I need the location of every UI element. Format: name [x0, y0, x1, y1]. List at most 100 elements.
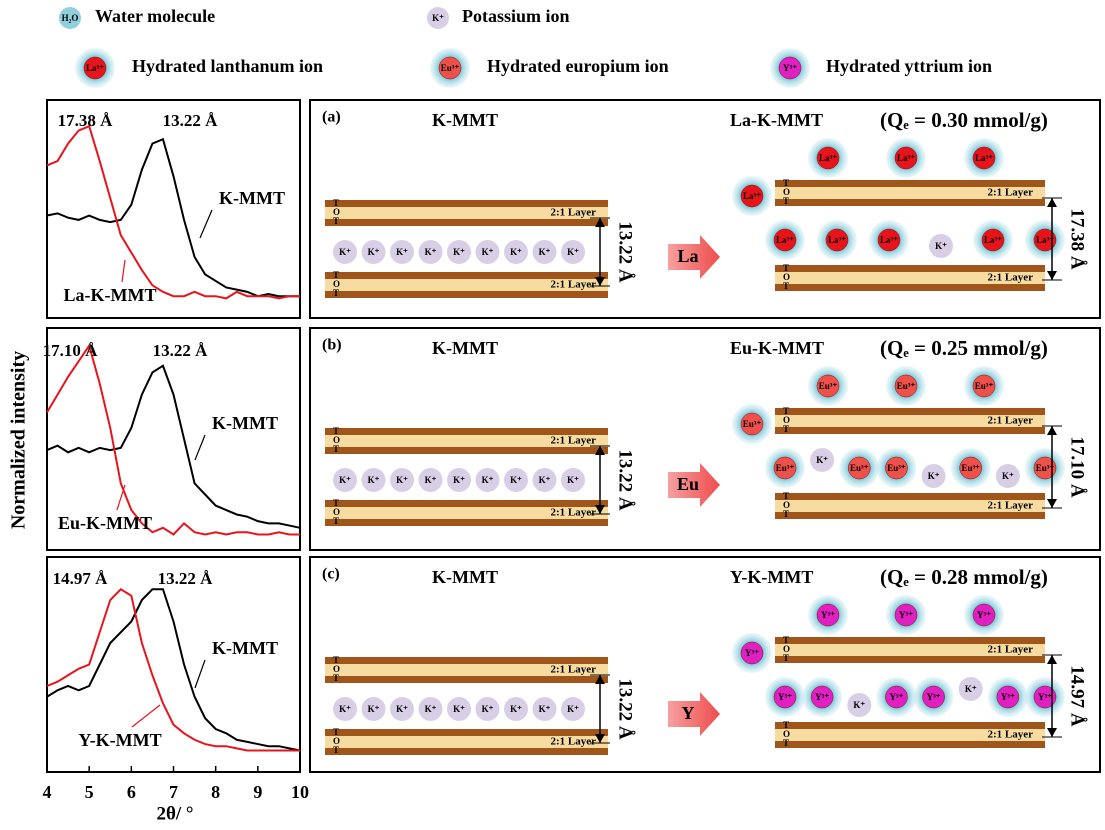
layer-sheet-label: T [333, 516, 339, 526]
layer-sheet-label: T [783, 281, 789, 291]
xrd-curve [47, 366, 300, 528]
panel-label: (a) [322, 109, 341, 126]
layer-tetra [325, 748, 608, 755]
layer-name: 2:1 Layer [987, 415, 1033, 427]
series-label: Eu-K-MMT [58, 513, 152, 533]
layer-name: 2:1 Layer [550, 736, 596, 748]
leader-line [117, 485, 125, 510]
layer-tetra [775, 656, 1045, 663]
x-axis-label: 2θ/ ° [156, 803, 193, 824]
ion-label: K⁺ [453, 475, 465, 485]
ion-label: Eu³⁺ [850, 463, 869, 473]
peak-label: 13.22 Å [158, 569, 214, 588]
xrd-curve [47, 589, 300, 750]
peak-label: 14.97 Å [53, 569, 109, 588]
ion-label: K⁺ [1002, 471, 1014, 481]
ion-label: K⁺ [339, 704, 351, 714]
layer-name: 2:1 Layer [987, 644, 1033, 656]
ion-label: K⁺ [928, 471, 940, 481]
ion-label: Y³⁺ [927, 692, 941, 702]
layer-name: 2:1 Layer [987, 500, 1033, 512]
peak-label: 13.22 Å [163, 111, 219, 130]
capacity: (Qₑ = 0.30 mmol/g) [880, 108, 1048, 132]
legend-icon-label: K⁺ [432, 13, 444, 23]
arrow-head [1047, 426, 1057, 435]
layer-sheet-label: T [333, 673, 339, 683]
ion-label: K⁺ [816, 455, 828, 465]
ion-label: K⁺ [567, 475, 579, 485]
panel-label: (b) [322, 337, 342, 354]
layer-sheet-label: T [333, 288, 339, 298]
series-label: K-MMT [212, 638, 278, 658]
layer-sheet-label: T [333, 216, 339, 226]
layer-sheet-label: T [783, 509, 789, 519]
ion-label: K⁺ [425, 247, 437, 257]
ion-label: Eu³⁺ [743, 419, 762, 429]
arrow-head [1047, 728, 1057, 737]
legend-label: Hydrated lanthanum ion [132, 56, 323, 76]
layer-tetra [325, 519, 608, 526]
ion-label: Y³⁺ [821, 610, 835, 620]
ion-label: La³⁺ [984, 235, 1002, 245]
ion-label: La³⁺ [828, 235, 846, 245]
layer-sheet-label: T [333, 444, 339, 454]
layer-tetra [775, 512, 1045, 519]
reaction-label: La [677, 246, 698, 266]
panel-left-title: K-MMT [432, 567, 498, 587]
ion-label: K⁺ [368, 247, 380, 257]
ion-label: K⁺ [510, 475, 522, 485]
leader-line [122, 260, 125, 282]
layer-name: 2:1 Layer [550, 507, 596, 519]
ion-label: Y³⁺ [1038, 692, 1052, 702]
ion-label: K⁺ [510, 704, 522, 714]
layer-name: 2:1 Layer [550, 664, 596, 676]
ion-label: K⁺ [396, 704, 408, 714]
ion-label: K⁺ [567, 704, 579, 714]
layer-tetra [775, 284, 1045, 291]
ion-label: Y³⁺ [778, 692, 792, 702]
ion-label: K⁺ [965, 684, 977, 694]
arrow-head [1047, 499, 1057, 508]
x-tick-label: 10 [291, 782, 309, 802]
reaction-label: Eu [677, 474, 699, 494]
capacity: (Qₑ = 0.28 mmol/g) [880, 565, 1048, 589]
peak-label: 17.10 Å [43, 341, 99, 360]
arrow-head [1047, 655, 1057, 664]
ion-label: K⁺ [853, 700, 865, 710]
ion-label: K⁺ [482, 475, 494, 485]
layer-tetra [775, 427, 1045, 434]
ion-label: Y³⁺ [899, 610, 913, 620]
panel-right-title: La-K-MMT [730, 110, 823, 130]
layer-tetra [325, 291, 608, 298]
layer-name: 2:1 Layer [550, 279, 596, 291]
spacing-label: 14.97 Å [1067, 665, 1088, 727]
figure: Normalized intensity 2θ/ ° H₂OWater mole… [0, 0, 1105, 830]
layer-sheet-label: T [783, 196, 789, 206]
ion-label: Eu³⁺ [441, 63, 460, 73]
ion-label: Y³⁺ [977, 610, 991, 620]
layer-tetra [775, 199, 1045, 206]
ion-label: La³⁺ [776, 235, 794, 245]
series-label: K-MMT [212, 413, 278, 433]
x-tick-label: 5 [85, 782, 94, 802]
panel-right-title: Y-K-MMT [730, 567, 813, 587]
arrow-head [1047, 198, 1057, 207]
ion-label: K⁺ [453, 247, 465, 257]
leader-line [132, 705, 160, 727]
ion-label: La³⁺ [975, 153, 993, 163]
panel-right-title: Eu-K-MMT [730, 338, 824, 358]
ion-label: Y³⁺ [1001, 692, 1015, 702]
ion-label: Eu³⁺ [819, 381, 838, 391]
ion-label: K⁺ [482, 704, 494, 714]
layer-tetra [325, 447, 608, 454]
spacing-label: 13.22 Å [615, 221, 636, 283]
ion-label: K⁺ [396, 247, 408, 257]
series-label: La-K-MMT [64, 285, 157, 305]
legend-label: Hydrated europium ion [487, 56, 669, 76]
ion-label: K⁺ [425, 704, 437, 714]
ion-label: Eu³⁺ [887, 463, 906, 473]
peak-label: 13.22 Å [153, 341, 209, 360]
y-axis-label: Normalized intensity [8, 351, 30, 529]
ion-label: La³⁺ [743, 191, 761, 201]
x-tick-label: 7 [169, 782, 178, 802]
